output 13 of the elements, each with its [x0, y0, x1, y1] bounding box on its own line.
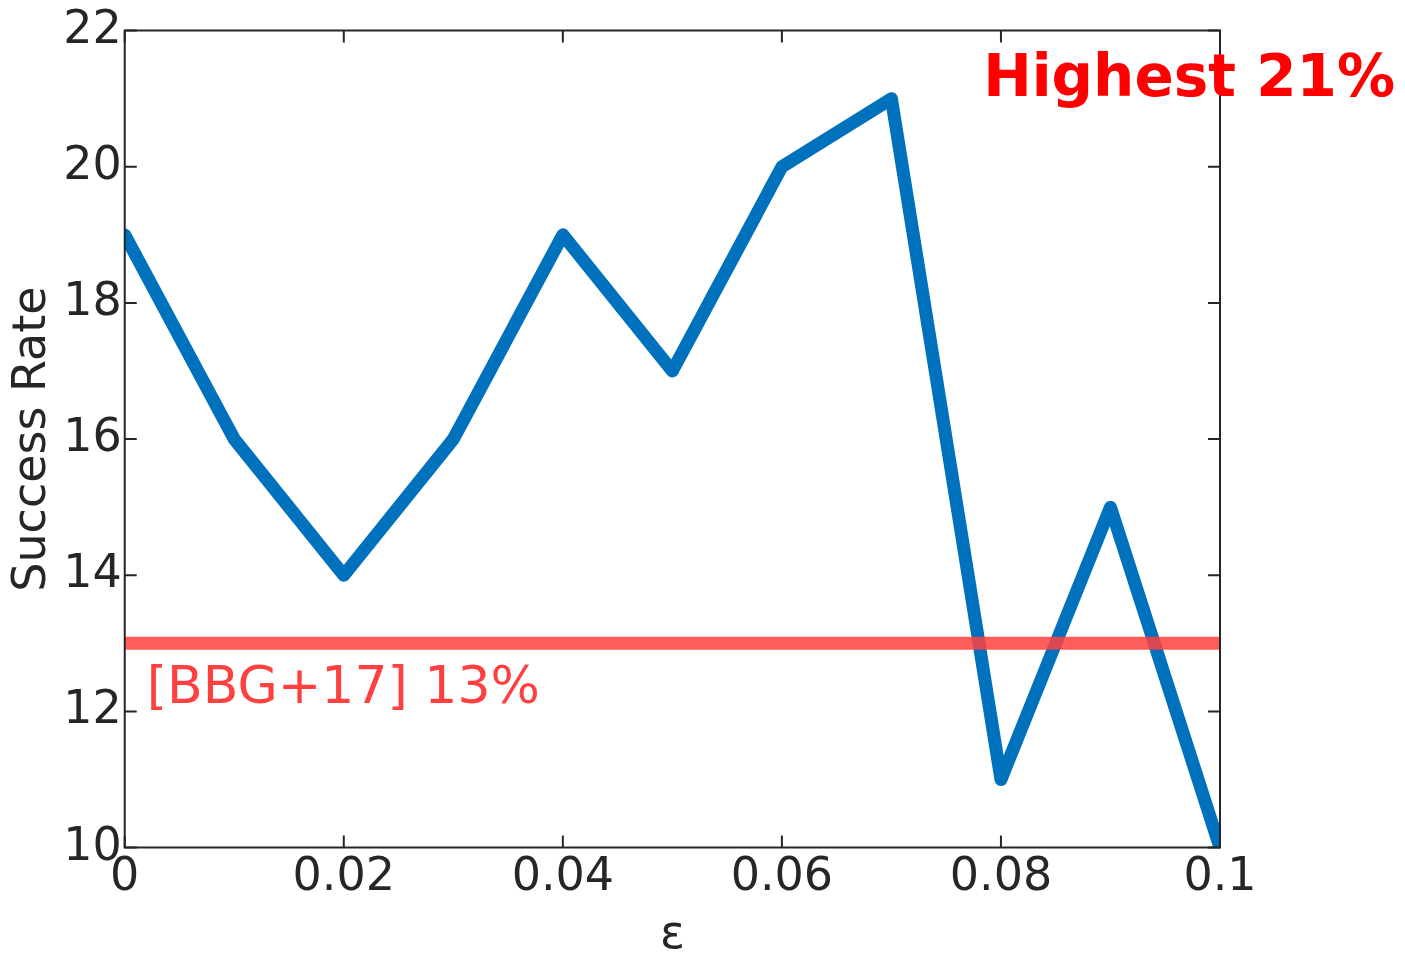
y-axis-title: Success Rate [1, 286, 56, 592]
x-tick-label: 0.08 [949, 847, 1053, 902]
ref-line-label: [BBG+17] 13% [146, 654, 540, 715]
y-tick-label: 20 [63, 135, 122, 190]
x-tick-label: 0.04 [511, 847, 615, 902]
y-tick-label: 12 [63, 680, 122, 735]
y-tick-label: 22 [63, 0, 122, 54]
x-axis-title: ε [659, 905, 685, 960]
y-tick-label: 14 [63, 544, 122, 599]
x-tick-label: 0.02 [292, 847, 395, 902]
x-tick-label: 0.06 [730, 847, 834, 902]
y-tick-label: 18 [63, 271, 122, 326]
y-tick-label: 16 [63, 408, 122, 463]
